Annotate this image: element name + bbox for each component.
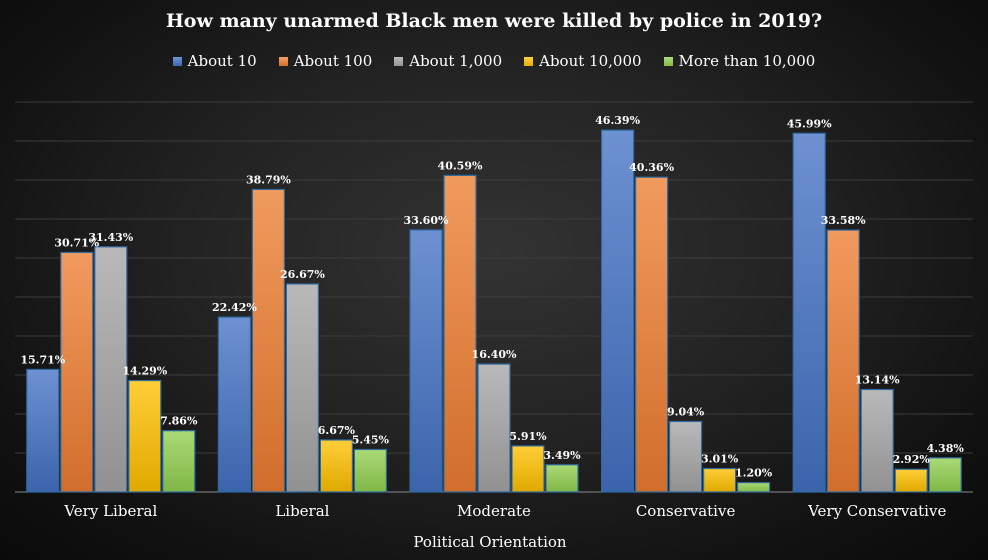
legend-item-more-than-10000: More than 10,000 (663, 52, 816, 70)
data-label: 40.59% (438, 159, 483, 172)
data-label: 6.67% (318, 424, 356, 437)
legend-swatch (278, 56, 288, 66)
bar (668, 420, 703, 493)
bar (860, 388, 894, 493)
legend: About 10 About 100 About 1,000 About 10,… (0, 52, 988, 70)
data-label: 14.29% (122, 365, 167, 378)
bar (162, 430, 196, 493)
bar (26, 368, 60, 493)
bar (634, 176, 669, 493)
data-label: 3.49% (543, 449, 581, 462)
legend-swatch (524, 56, 534, 66)
bar (60, 251, 94, 493)
data-label: 5.45% (352, 433, 390, 446)
bar (443, 174, 477, 493)
legend-label: About 10 (187, 52, 257, 70)
legend-label: About 1,000 (409, 52, 503, 70)
bar (826, 229, 860, 493)
bar (94, 246, 128, 493)
bar (353, 448, 387, 493)
data-label: 33.60% (404, 214, 449, 227)
data-label: 16.40% (472, 348, 517, 361)
chart-title: How many unarmed Black men were killed b… (165, 10, 823, 32)
data-label: 38.79% (246, 173, 291, 186)
data-label: 15.71% (20, 353, 65, 366)
data-label: 3.01% (701, 453, 739, 466)
bar (285, 283, 319, 493)
bar (702, 467, 737, 493)
bar (251, 188, 285, 493)
legend-swatch (394, 56, 404, 66)
legend-label: About 100 (293, 52, 373, 70)
legend-item-about-10000: About 10,000 (524, 52, 642, 70)
legend-label: More than 10,000 (678, 52, 816, 70)
bar (545, 464, 579, 493)
bar (894, 468, 928, 493)
bar (600, 129, 635, 493)
data-label: 40.36% (629, 161, 674, 174)
data-label: 5.91% (509, 430, 547, 443)
legend-item-about-10: About 10 (172, 52, 257, 70)
category-label: Very Liberal (63, 502, 157, 520)
legend-item-about-1000: About 1,000 (394, 52, 502, 70)
bar (409, 229, 443, 493)
bar (128, 379, 162, 493)
legend-label: About 10,000 (539, 52, 642, 70)
category-label: Very Conservative (807, 502, 946, 520)
legend-item-about-100: About 100 (278, 52, 373, 70)
bar (792, 132, 826, 493)
category-label: Conservative (636, 502, 736, 520)
data-label: 45.99% (787, 117, 832, 130)
category-label: Liberal (275, 502, 329, 520)
data-label: 22.42% (212, 301, 257, 314)
data-label: 26.67% (280, 268, 325, 281)
bar (477, 363, 511, 493)
legend-swatch (172, 56, 182, 66)
data-label: 46.39% (595, 114, 640, 127)
legend-swatch (663, 56, 673, 66)
data-label: 30.71% (54, 236, 99, 249)
bar (928, 457, 962, 493)
data-label: 1.20% (735, 467, 773, 480)
bar (217, 316, 251, 493)
x-axis: Very Liberal Liberal Moderate Conservative V… (63, 502, 946, 551)
data-label: 13.14% (855, 374, 900, 387)
data-label: 31.43% (88, 231, 133, 244)
data-label: 4.38% (927, 442, 965, 455)
data-label: 9.04% (667, 405, 705, 418)
data-labels: 15.71% 30.71%31.43% 14.29% 7.86% 22.42% 38.79… (20, 114, 964, 479)
bars (26, 129, 962, 493)
bar (319, 439, 353, 493)
bar (736, 482, 771, 493)
bar (511, 445, 545, 493)
data-label: 7.86% (160, 415, 198, 428)
category-label: Moderate (457, 502, 531, 520)
data-label: 2.92% (893, 453, 931, 466)
x-axis-title: Political Orientation (413, 533, 566, 551)
data-label: 33.58% (821, 214, 866, 227)
